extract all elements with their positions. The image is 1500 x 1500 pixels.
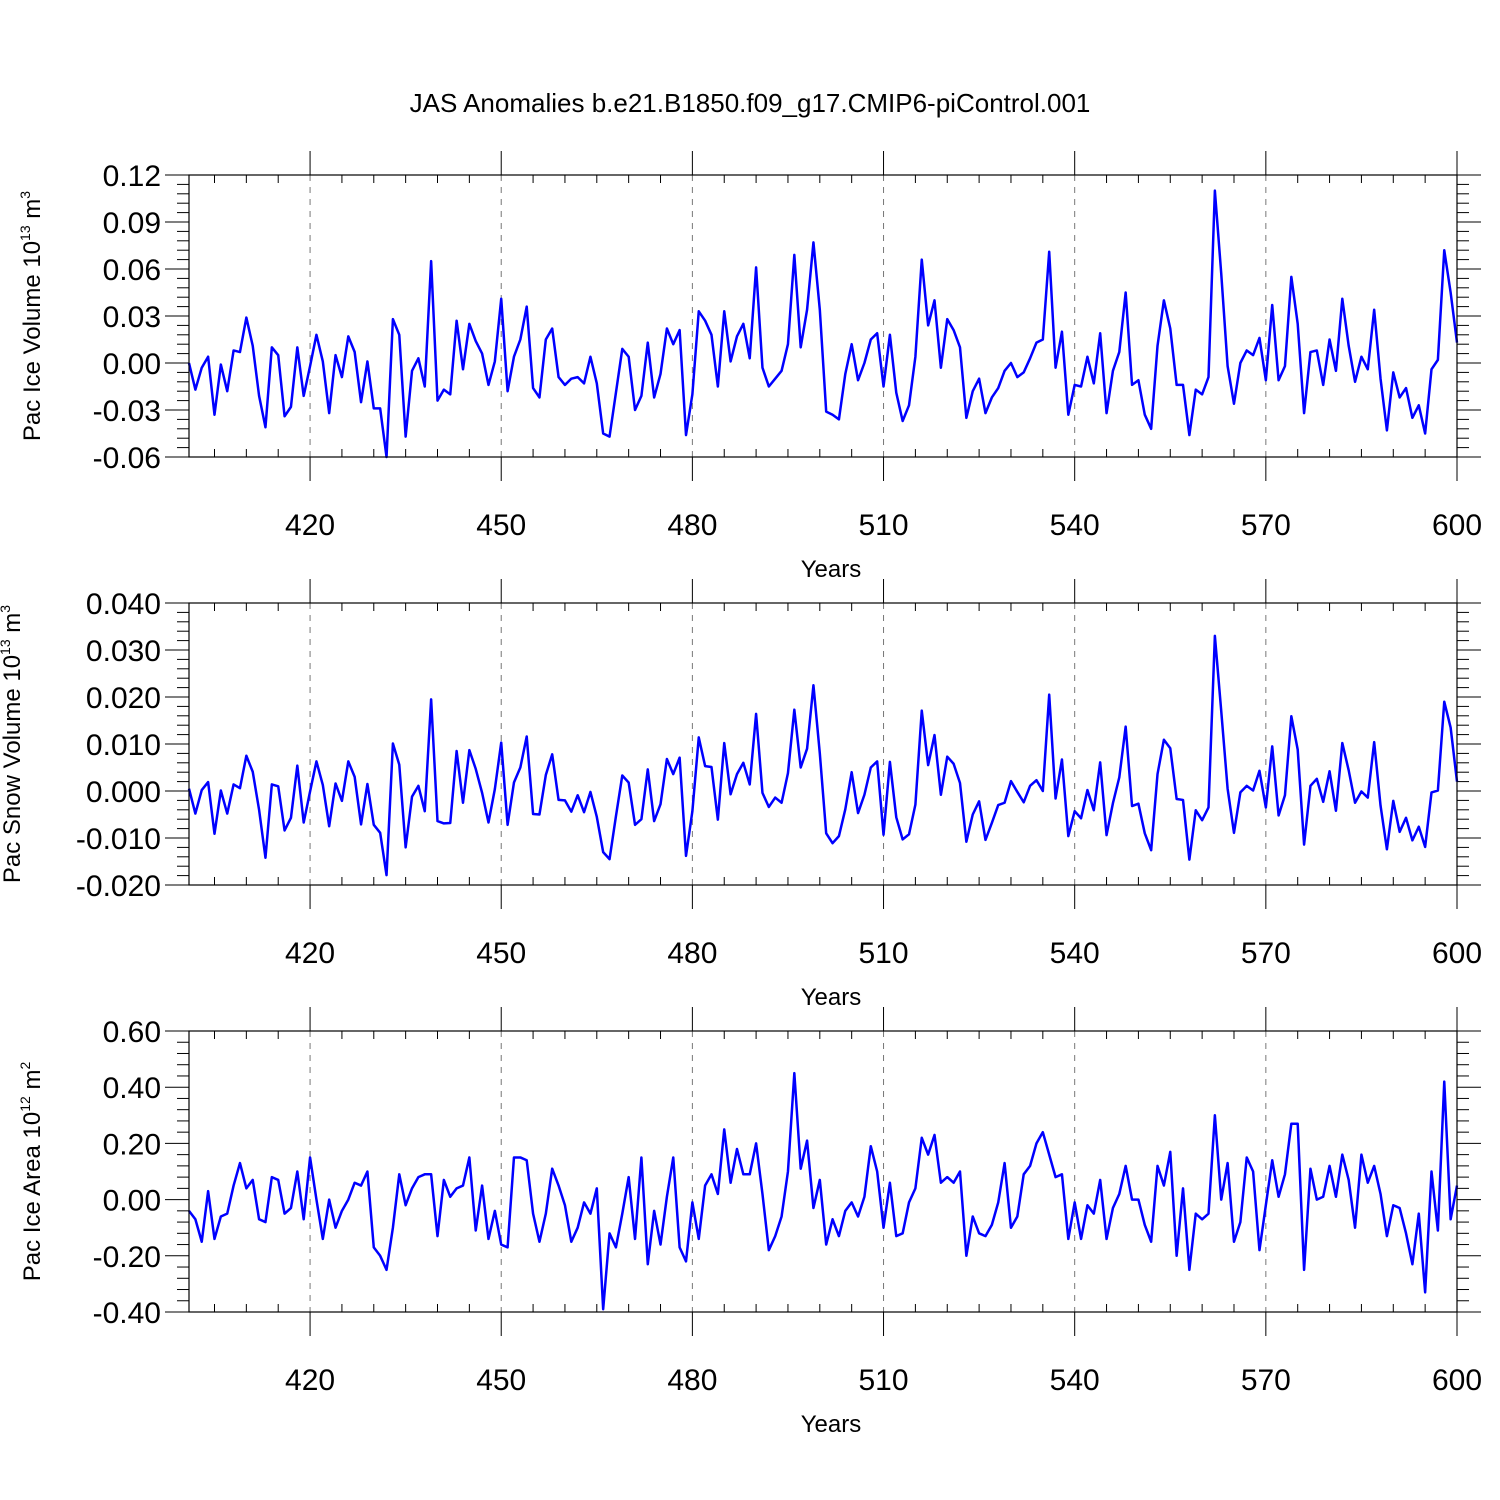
y-axis-title-text: Pac Ice Area 10	[19, 1112, 46, 1281]
y-tick-label: -0.020	[76, 870, 161, 903]
y-tick-label: -0.03	[93, 395, 161, 428]
y-tick-label: 0.12	[103, 160, 161, 193]
y-axis-title-unit-exponent: 2	[17, 1062, 33, 1070]
series-line	[187, 189, 1459, 459]
y-tick-label: 0.010	[86, 729, 161, 762]
series-line	[188, 1071, 1459, 1311]
panel-2: 420 450 480 510 540 570 600 -0.020 -0.010 0.000 0.…	[0, 579, 1482, 1011]
x-tick-label: 570	[1241, 509, 1291, 542]
x-tick-label: 600	[1432, 1364, 1482, 1397]
y-axis-title-exponent: 13	[17, 225, 33, 241]
x-axis-title: Years	[801, 984, 862, 1011]
y-tick-label: 0.040	[86, 588, 161, 621]
y-tick-label: 0.00	[103, 348, 161, 381]
x-tick-label: 480	[667, 509, 717, 542]
x-tick-label: 540	[1050, 509, 1100, 542]
y-tick-label: 0.03	[103, 301, 161, 334]
x-tick-label: 600	[1432, 509, 1482, 542]
y-tick-label: 0.06	[103, 254, 161, 287]
x-tick-label: 480	[667, 1364, 717, 1397]
x-tick-label: 420	[285, 937, 335, 970]
y-axis-title-exponent: 13	[0, 639, 13, 655]
series-line	[187, 634, 1459, 877]
x-tick-label: 450	[476, 509, 526, 542]
y-axis-title-text: Pac Ice Volume 10	[19, 241, 46, 441]
panel-3: 420 450 480 510 540 570 600 -0.40 -0.20 0.00 0.20 0…	[17, 1007, 1482, 1438]
y-tick-label: -0.40	[93, 1297, 161, 1330]
y-tick-label: -0.06	[93, 442, 161, 475]
y-tick-label: 0.020	[86, 682, 161, 715]
y-tick-label: 0.09	[103, 207, 161, 240]
x-tick-label: 480	[667, 937, 717, 970]
y-axis-title: Pac Ice Volume 1013 m3	[17, 191, 46, 441]
y-tick-label: 0.40	[103, 1072, 161, 1105]
y-axis-title-text: Pac Snow Volume 10	[0, 655, 26, 883]
y-axis-title-unit: m	[19, 1070, 46, 1097]
y-tick-label: -0.010	[76, 823, 161, 856]
y-axis-title-unit-exponent: 3	[17, 191, 33, 199]
x-tick-label: 510	[859, 1364, 909, 1397]
x-tick-label: 540	[1050, 937, 1100, 970]
plot-frame	[188, 1030, 1458, 1313]
y-axis-title-unit-exponent: 3	[0, 605, 13, 613]
y-axis-title-unit: m	[19, 199, 46, 226]
x-tick-label: 510	[859, 509, 909, 542]
y-axis-title-unit: m	[0, 613, 26, 640]
figure-title: JAS Anomalies b.e21.B1850.f09_g17.CMIP6-…	[410, 88, 1091, 118]
x-tick-label: 450	[476, 1364, 526, 1397]
x-tick-label: 570	[1241, 1364, 1291, 1397]
y-tick-label: 0.20	[103, 1128, 161, 1161]
y-tick-label: 0.030	[86, 635, 161, 668]
panel-1: 420 450 480 510 540 570 600 -0.06 -0.03 0.00 0.03 0…	[17, 151, 1482, 583]
y-axis-title: Pac Snow Volume 1013 m3	[0, 605, 26, 883]
x-axis-title: Years	[801, 556, 862, 583]
y-tick-label: 0.00	[103, 1185, 161, 1218]
x-tick-label: 450	[476, 937, 526, 970]
x-tick-label: 420	[285, 1364, 335, 1397]
x-tick-label: 600	[1432, 937, 1482, 970]
x-axis-title: Years	[801, 1411, 862, 1438]
x-tick-label: 420	[285, 509, 335, 542]
y-axis-title-exponent: 12	[17, 1096, 33, 1112]
x-tick-label: 570	[1241, 937, 1291, 970]
y-tick-label: 0.000	[86, 776, 161, 809]
x-tick-label: 540	[1050, 1364, 1100, 1397]
x-tick-label: 510	[859, 937, 909, 970]
y-tick-label: -0.20	[93, 1241, 161, 1274]
y-tick-label: 0.60	[103, 1016, 161, 1049]
y-axis-title: Pac Ice Area 1012 m2	[17, 1062, 46, 1282]
plot-frame	[188, 602, 1458, 886]
plot-frame	[188, 174, 1458, 458]
